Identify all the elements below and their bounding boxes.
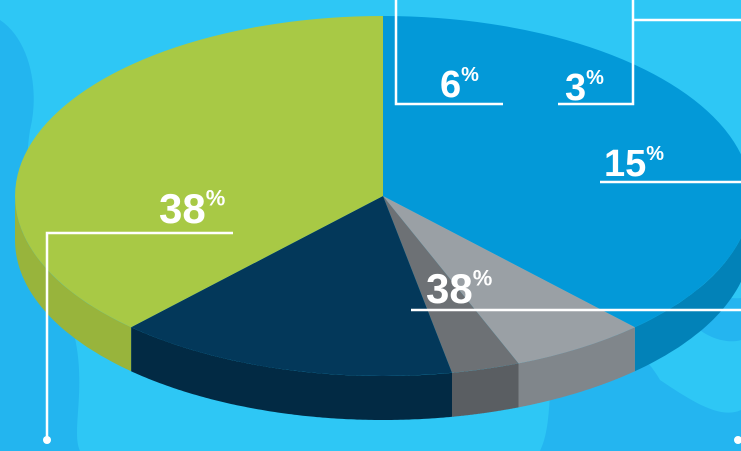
slice-label-4: 38% [426,265,492,312]
slice-side-2 [452,363,519,417]
slice-label-value-0: 38 [159,185,206,232]
slice-label-unit-3: % [646,143,664,165]
slice-3 [131,196,452,376]
slice-4 [15,16,384,328]
leader-line-2 [558,0,635,106]
leader-dot-4 [734,436,741,444]
slice-label-0: 38% [159,185,225,232]
slice-label-value-1: 6 [440,64,461,106]
slice-label-unit-4: % [473,265,493,290]
slice-label-unit-2: % [586,67,604,89]
slice-side-0 [634,237,741,372]
slice-2 [383,196,519,373]
slice-label-value-4: 38 [426,265,473,312]
slice-label-unit-0: % [206,185,226,210]
slice-0 [383,16,741,328]
leader-dot-0 [43,436,51,444]
slice-side-3 [131,327,452,420]
slice-side-1 [518,327,635,408]
leader-line-0 [45,231,233,440]
slice-label-value-3: 15 [604,143,646,185]
slice-label-unit-1: % [461,64,479,86]
slice-1 [383,196,635,364]
slice-label-value-2: 3 [565,67,586,109]
map-landmass-left [0,20,80,451]
slice-label-3: 15% [604,143,664,185]
slice-label-2: 3% [565,67,604,109]
slice-side-4 [15,196,132,372]
slice-label-1: 6% [440,64,479,106]
leader-line-1 [394,0,503,106]
